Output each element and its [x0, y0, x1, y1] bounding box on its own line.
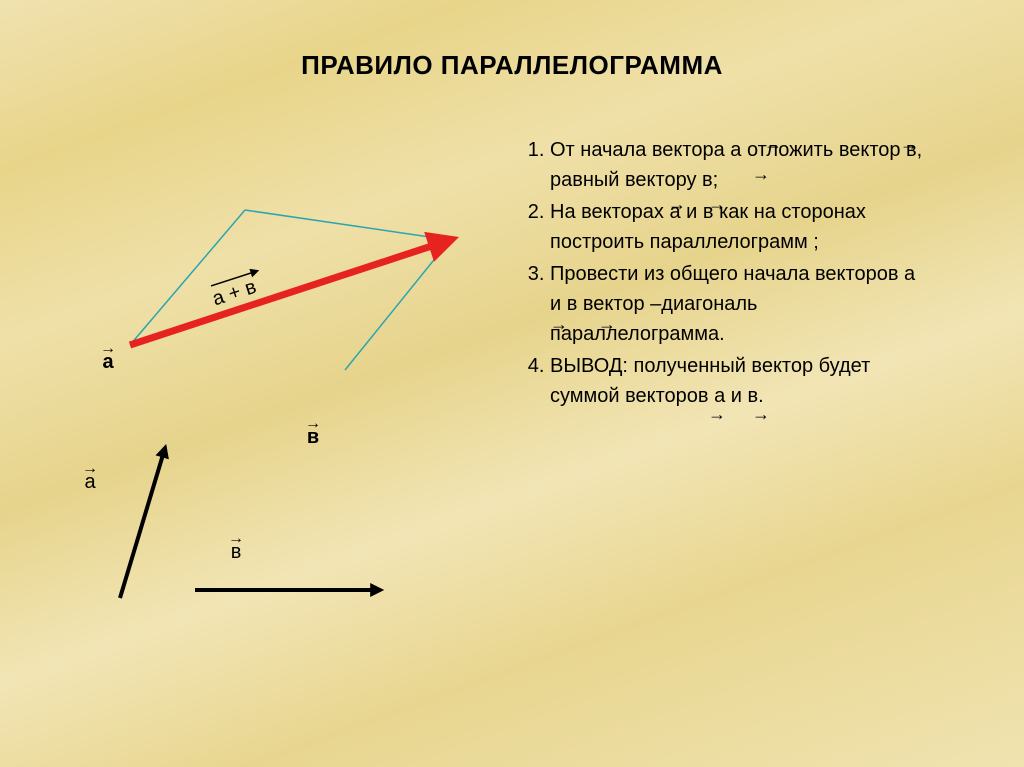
list-item-4: ВЫВОД: полученный вектор будет суммой ве… — [550, 351, 990, 411]
list-item-2: На векторах а и в как на сторонах постро… — [550, 197, 990, 257]
vector-arrow-overlay: → — [668, 194, 686, 215]
label-a-bold: → а — [100, 345, 116, 374]
lower-vector-a — [120, 448, 165, 598]
diagram-svg: а + в — [70, 200, 490, 620]
teal-side-2 — [245, 210, 450, 240]
red-diagonal — [130, 240, 450, 345]
label-a-lower: → а — [82, 465, 98, 494]
vector-arrow-overlay: → — [764, 134, 782, 155]
label-b-bold: → в — [305, 420, 321, 449]
vector-arrow-overlay: → — [752, 164, 770, 185]
list-item-3: Провести из общего начала векторов а и в… — [550, 259, 990, 349]
vector-diagram: а + в → а → в → а → в — [70, 200, 490, 620]
page-title: ПРАВИЛО ПАРАЛЛЕЛОГРАММА — [0, 50, 1024, 81]
label-b-lower: → в — [228, 535, 244, 564]
vector-arrow-overlay: → — [708, 404, 726, 425]
vector-arrow-overlay: → — [900, 134, 918, 155]
vector-arrow-overlay: → — [708, 194, 726, 215]
vector-arrow-overlay: → — [752, 404, 770, 425]
vector-arrow-overlay: → — [550, 314, 568, 335]
vector-arrow-overlay: → — [598, 314, 616, 335]
instruction-list: От начала вектора а отложить вектор в, р… — [510, 135, 990, 413]
